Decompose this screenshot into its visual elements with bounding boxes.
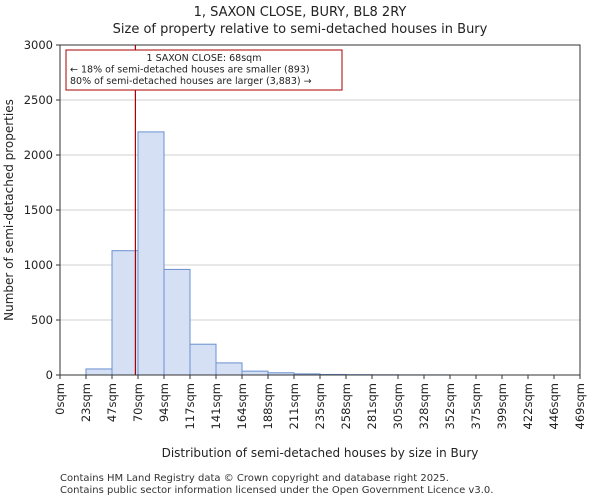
x-tick-label-9: 211sqm xyxy=(287,383,301,429)
property-marker: 1 SAXON CLOSE: 68sqm← 18% of semi-detach… xyxy=(65,45,343,375)
x-tick-label-7: 164sqm xyxy=(235,383,249,429)
x-tick-label-17: 399sqm xyxy=(495,383,509,429)
x-tick-label-4: 94sqm xyxy=(157,383,171,422)
annotation-line-2: ← 18% of semi-detached houses are smalle… xyxy=(70,65,310,76)
x-tick-label-10: 235sqm xyxy=(313,383,327,429)
bar-47sqm xyxy=(111,250,139,376)
annotation-box xyxy=(65,49,343,91)
annotation-line-1: 1 SAXON CLOSE: 68sqm xyxy=(147,53,262,64)
y-tick-label-4: 2000 xyxy=(24,148,53,162)
bar-164sqm xyxy=(241,370,269,376)
annotation-line-3: 80% of semi-detached houses are larger (… xyxy=(70,76,312,87)
bar-141sqm xyxy=(215,362,243,376)
bar-94sqm xyxy=(163,268,191,376)
y-tick-label-1: 500 xyxy=(31,313,53,327)
x-axis-ticks: 0sqm 23sqm 47sqm 70sqm 94sqm 117sqm 141sqm 164s… xyxy=(53,375,587,429)
footer-line-1: Contains HM Land Registry data © Crown c… xyxy=(60,473,449,484)
chart-title: 1, SAXON CLOSE, BURY, BL8 2RY xyxy=(194,5,407,20)
x-tick-label-19: 446sqm xyxy=(547,383,561,429)
x-tick-label-3: 70sqm xyxy=(131,383,145,422)
x-tick-label-20: 469sqm xyxy=(573,383,587,429)
y-axis-ticks: 0 500 1000 1500 2000 2500 3000 xyxy=(24,38,60,382)
plot-frame xyxy=(59,44,581,376)
y-tick-label-6: 3000 xyxy=(24,38,53,52)
y-tick-label-0: 0 xyxy=(46,368,53,382)
bar-117sqm xyxy=(189,343,217,376)
y-tick-label-2: 1000 xyxy=(24,258,53,272)
x-tick-label-5: 117sqm xyxy=(183,383,197,429)
y-tick-label-5: 2500 xyxy=(24,93,53,107)
x-tick-label-16: 375sqm xyxy=(469,383,483,429)
x-tick-label-11: 258sqm xyxy=(339,383,353,429)
footer-line-2: Contains public sector information licen… xyxy=(60,485,493,496)
x-tick-label-13: 305sqm xyxy=(391,383,405,429)
x-tick-label-14: 328sqm xyxy=(417,383,431,429)
x-tick-label-18: 422sqm xyxy=(521,383,535,429)
x-tick-label-2: 47sqm xyxy=(105,383,119,422)
x-tick-label-8: 188sqm xyxy=(261,383,275,429)
histogram-bars xyxy=(85,131,451,376)
x-tick-label-15: 352sqm xyxy=(443,383,457,429)
y-tick-label-3: 1500 xyxy=(24,203,53,217)
bar-23sqm xyxy=(85,368,113,376)
x-tick-label-12: 281sqm xyxy=(365,383,379,429)
x-tick-label-1: 23sqm xyxy=(79,383,93,422)
x-tick-label-6: 141sqm xyxy=(209,383,223,429)
bar-70sqm xyxy=(137,131,165,376)
x-tick-label-0: 0sqm xyxy=(53,383,67,415)
y-axis-label: Number of semi-detached properties xyxy=(2,99,16,321)
chart-subtitle: Size of property relative to semi-detach… xyxy=(113,22,488,37)
x-axis-label: Distribution of semi-detached houses by … xyxy=(162,446,479,460)
